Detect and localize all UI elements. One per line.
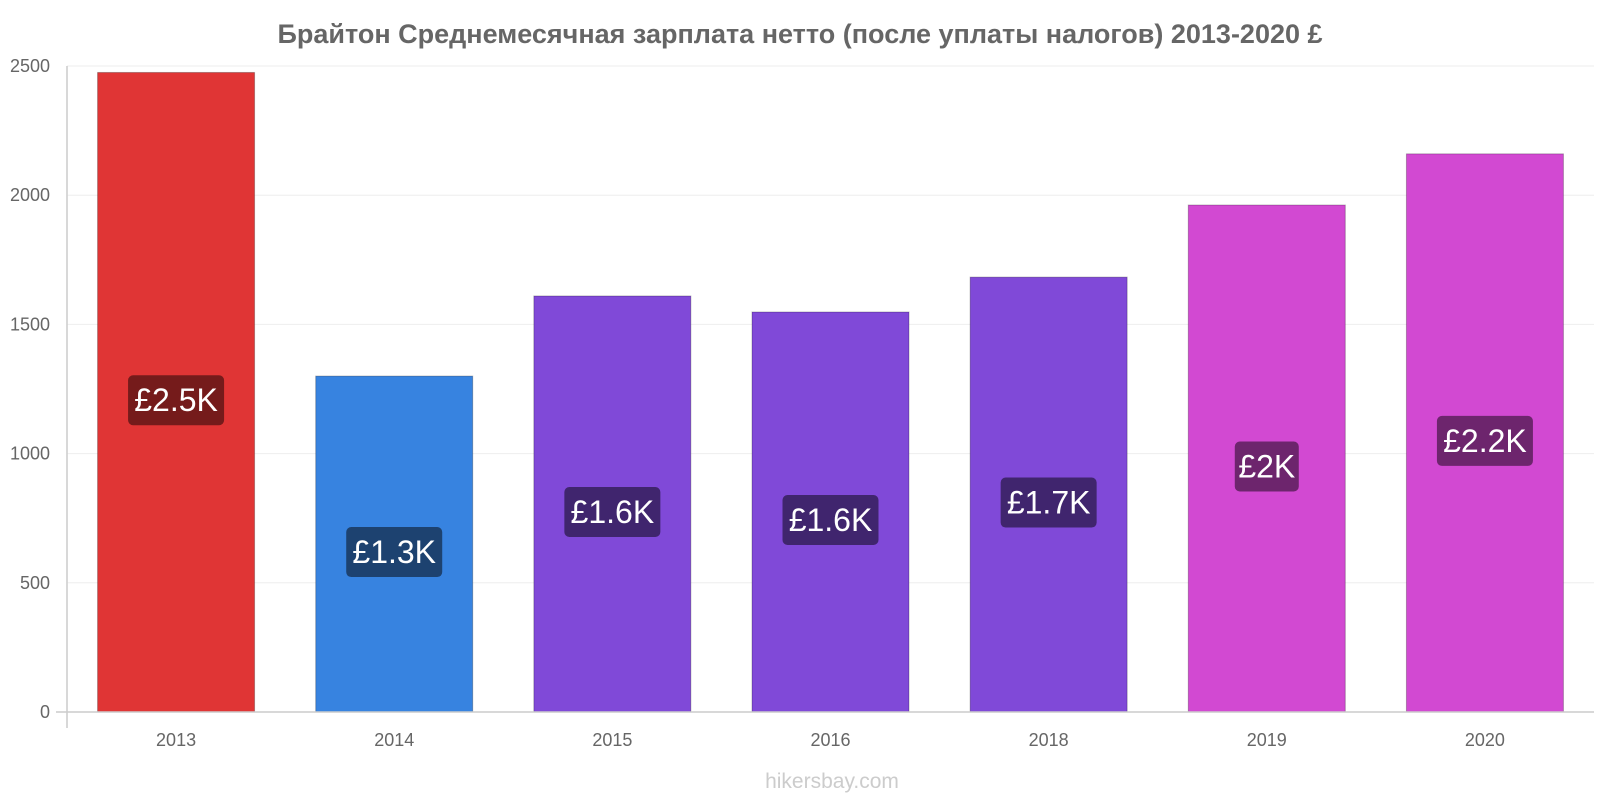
- data-label: £1.3K: [352, 534, 436, 570]
- y-axis-ticks: 0 500 1000 1500 2000 2500: [10, 56, 50, 722]
- data-label: £1.6K: [789, 502, 873, 538]
- x-tick-label: 2014: [374, 730, 414, 750]
- y-tick-label: 500: [20, 573, 50, 593]
- x-tick-label: 2015: [592, 730, 632, 750]
- y-tick-label: 2000: [10, 185, 50, 205]
- y-tick-label: 1500: [10, 314, 50, 334]
- data-label: £1.7K: [1007, 485, 1091, 521]
- x-tick-label: 2016: [810, 730, 850, 750]
- data-label: £2.2K: [1443, 423, 1527, 459]
- data-label-box: [1000, 477, 1097, 528]
- data-label-box: [346, 527, 443, 578]
- data-label-box: [128, 375, 225, 426]
- y-tick-label: 1000: [10, 444, 50, 464]
- data-label: £2.5K: [134, 382, 218, 418]
- bars: [97, 71, 1564, 713]
- data-label-box: [1436, 415, 1533, 466]
- x-tick-label: 2018: [1029, 730, 1069, 750]
- chart-title: Брайтон Среднемесячная зарплата нетто (п…: [277, 19, 1322, 49]
- data-label-box: [564, 486, 661, 537]
- x-tick-label: 2019: [1247, 730, 1287, 750]
- data-labels: £2.5K £1.3K £1.6K £1.6K £1.7K £2K £2.2K: [128, 375, 1533, 578]
- y-tick-label: 2500: [10, 56, 50, 76]
- x-tick-label: 2020: [1465, 730, 1505, 750]
- data-label: £2K: [1238, 449, 1295, 485]
- data-label: £1.6K: [571, 494, 655, 530]
- y-tick-label: 0: [40, 702, 50, 722]
- x-axis-ticks: 2013 2014 2015 2016 2018 2019 2020: [156, 730, 1505, 750]
- data-label-box: [1234, 441, 1299, 492]
- watermark: hikersbay.com: [765, 770, 899, 793]
- data-label-box: [782, 494, 879, 545]
- x-tick-label: 2013: [156, 730, 196, 750]
